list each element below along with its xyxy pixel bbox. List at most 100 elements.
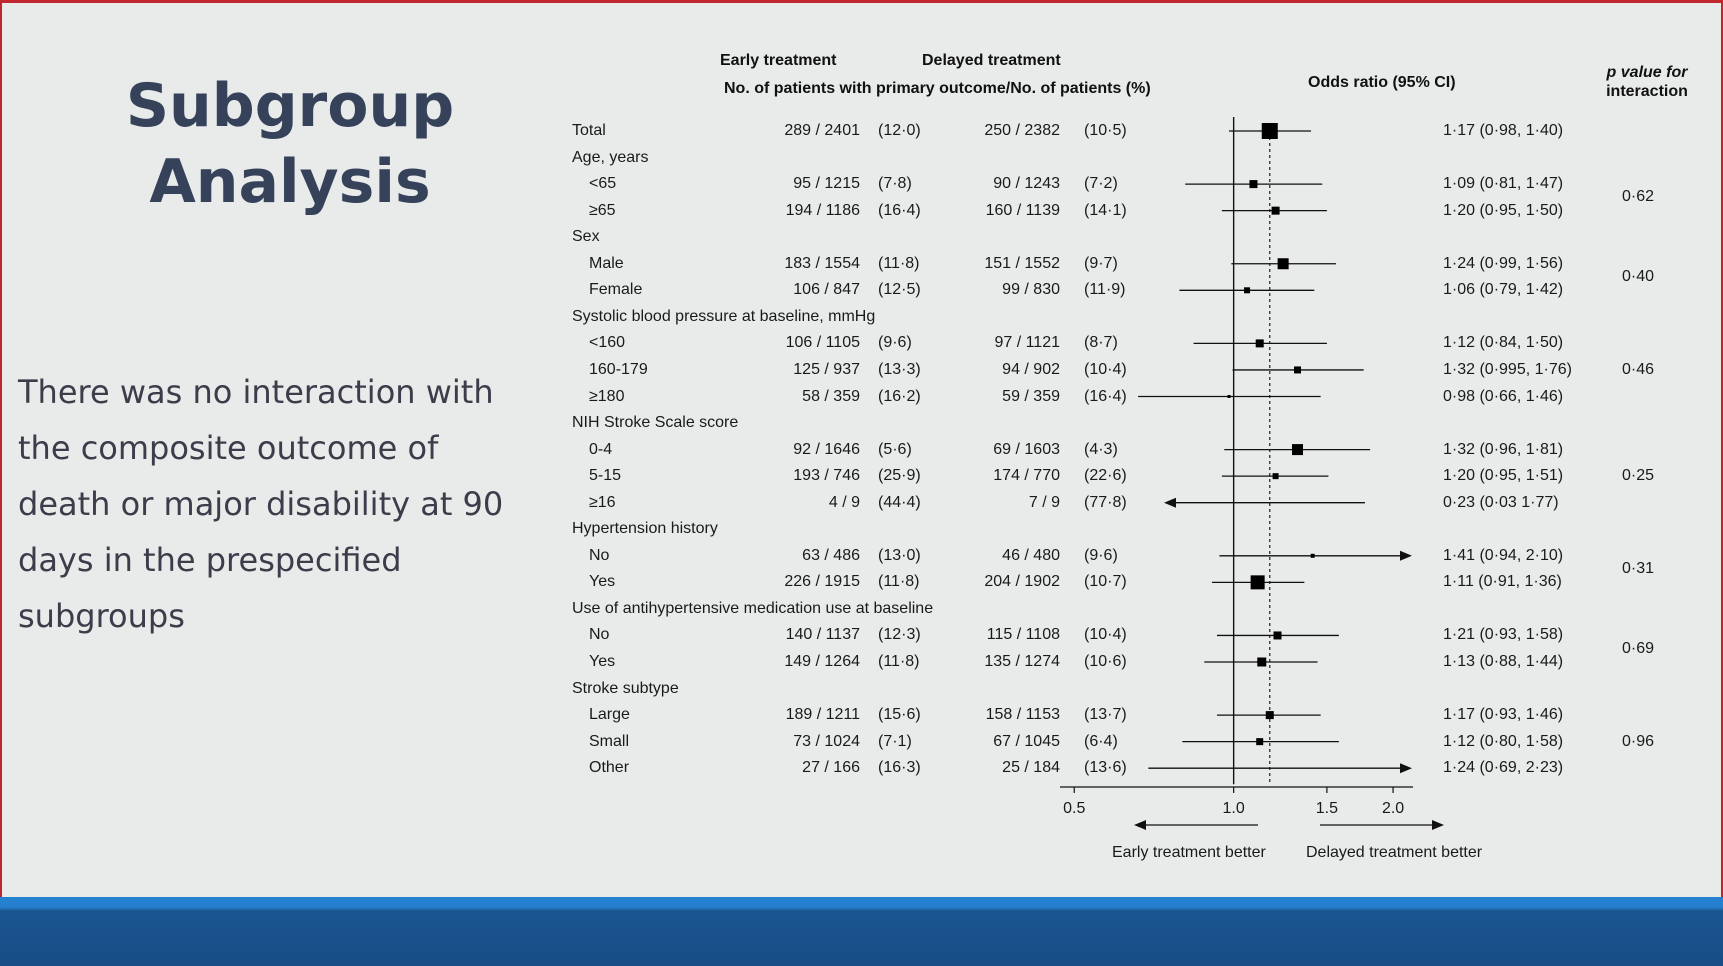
early-percent: (7·8) [878,175,912,193]
x-axis-tick-label: 1.5 [1316,800,1338,817]
subgroup-label: No [589,626,610,644]
early-count: 27 / 166 [802,759,860,777]
odds-ratio-ci: 1·09 (0·81, 1·47) [1443,175,1564,193]
early-percent: (44·4) [878,493,921,511]
early-percent: (25·9) [878,467,921,485]
point-estimate [1310,553,1315,558]
delayed-percent: (7·2) [1084,175,1118,193]
group-label: Total [572,122,606,139]
delayed-percent: (9·7) [1084,254,1118,272]
header-p-value-line1: p value for [1606,64,1688,81]
subgroup-label: Other [589,759,630,777]
right-accent-line [1721,0,1723,900]
early-better-label: Early treatment better [1112,844,1266,861]
point-estimate [1261,123,1278,139]
odds-ratio-ci: 1·20 (0·95, 1·51) [1443,467,1564,485]
early-percent: (15·6) [878,706,921,724]
odds-ratio-ci: 1·32 (0·995, 1·76) [1443,360,1572,378]
odds-ratio-ci: 0·98 (0·66, 1·46) [1443,387,1564,405]
x-axis-tick-label: 1.0 [1223,800,1245,817]
header-p-value: p value for interaction [1582,63,1712,101]
header-p-value-line2: interaction [1606,83,1688,100]
delayed-better-label: Delayed treatment better [1306,844,1483,861]
delayed-percent: (14·1) [1084,201,1127,219]
ci-arrow-right [1400,550,1412,561]
early-better-arrowhead [1134,820,1146,830]
odds-ratio-ci: 1·06 (0·79, 1·42) [1443,281,1564,299]
odds-ratio-ci: 1·20 (0·95, 1·50) [1443,201,1564,219]
delayed-percent: (10·7) [1084,573,1127,591]
delayed-percent: (77·8) [1084,493,1127,511]
point-estimate [1257,657,1267,667]
group-label: Age, years [572,148,649,166]
odds-ratio-ci: 1·24 (0·99, 1·56) [1443,254,1564,272]
delayed-count: 90 / 1243 [993,175,1060,193]
group-label: Hypertension history [572,520,718,538]
delayed-percent: (13·6) [1084,759,1127,777]
odds-ratio-ci: 1·13 (0·88, 1·44) [1443,653,1564,670]
header-odds-ratio: Odds ratio (95% CI) [1308,74,1456,91]
p-value-interaction: 0·62 [1622,188,1655,206]
subgroup-label: Male [589,254,624,272]
group-label: Sex [572,228,600,246]
delayed-count: 160 / 1139 [985,201,1060,219]
odds-ratio-ci: 1·12 (0·84, 1·50) [1443,334,1564,352]
early-count: 193 / 746 [793,467,860,485]
delayed-count: 158 / 1153 [985,706,1060,724]
title-line-1: Subgroup [125,71,455,141]
odds-ratio-ci: 1·11 (0·91, 1·36) [1443,573,1562,591]
early-count: 289 / 2401 [784,122,860,139]
odds-ratio-ci: 0·23 (0·03 1·77) [1443,493,1559,511]
slide-title: Subgroup Analysis [60,68,520,220]
title-line-2: Analysis [149,147,431,217]
x-axis-tick-label: 2.0 [1382,800,1404,817]
p-value-interaction: 0·96 [1622,732,1655,750]
subgroup-label: <160 [589,334,626,352]
header-outcome: No. of patients with primary outcome/No.… [724,80,1151,97]
delayed-percent: (10·4) [1084,360,1127,378]
early-percent: (12·5) [878,281,921,299]
early-percent: (5·6) [878,440,912,458]
delayed-count: 250 / 2382 [984,122,1060,139]
point-estimate [1292,444,1304,456]
early-percent: (16·4) [878,201,921,219]
point-estimate [1227,395,1231,398]
point-estimate [1294,366,1302,374]
odds-ratio-ci: 1·41 (0·94, 2·10) [1443,546,1564,564]
early-count: 183 / 1554 [784,254,860,272]
point-estimate [1271,206,1280,215]
delayed-count: 99 / 830 [1002,281,1060,299]
early-count: 226 / 1915 [784,573,860,591]
subgroup-label: 160-179 [589,360,648,378]
point-estimate [1244,287,1251,294]
early-percent: (9·6) [878,334,912,352]
left-accent-line [0,0,2,900]
p-value-interaction: 0·25 [1622,467,1655,485]
p-value-interaction: 0·31 [1622,560,1655,578]
delayed-percent: (6·4) [1084,732,1118,750]
ci-arrow-left [1164,497,1176,508]
subgroup-label: 0-4 [589,440,613,458]
early-percent: (16·3) [878,759,921,777]
point-estimate [1249,180,1258,189]
early-percent: (11·8) [878,653,920,670]
early-count: 149 / 1264 [784,653,860,670]
p-value-interaction: 0·46 [1622,360,1655,378]
group-label: NIH Stroke Scale score [572,414,739,432]
subgroup-label: <65 [589,175,617,193]
ci-arrow-right [1400,763,1412,774]
delayed-count: 135 / 1274 [984,653,1060,670]
early-count: 95 / 1215 [793,175,860,193]
subgroup-label: Small [589,732,630,750]
early-percent: (16·2) [878,387,921,405]
odds-ratio-ci: 1·24 (0·69, 2·23) [1443,759,1564,777]
point-estimate [1272,473,1279,480]
group-label: Stroke subtype [572,679,679,697]
delayed-percent: (8·7) [1084,334,1118,352]
header-early-treatment: Early treatment [720,52,837,69]
delayed-count: 204 / 1902 [984,573,1060,591]
subgroup-label: No [589,546,610,564]
early-count: 189 / 1211 [785,706,860,724]
early-percent: (12·0) [878,122,921,139]
